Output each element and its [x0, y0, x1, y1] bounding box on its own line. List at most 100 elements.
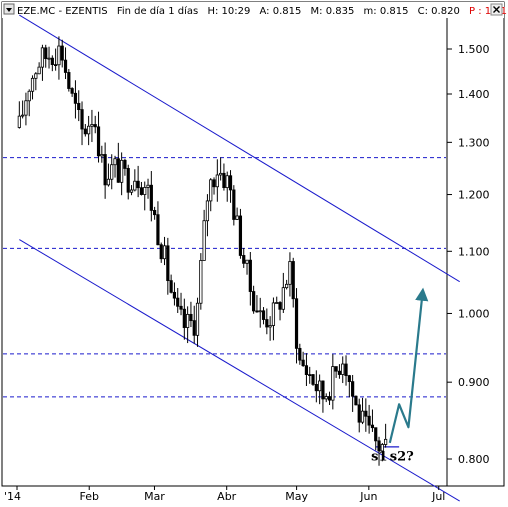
candle	[172, 282, 177, 306]
candle	[199, 253, 203, 310]
projection-arrow	[388, 287, 429, 444]
candle	[232, 185, 236, 226]
candle	[258, 297, 262, 328]
y-tick-label: 0.800	[458, 453, 490, 466]
candle	[90, 109, 94, 143]
candle	[156, 201, 160, 246]
candle	[106, 163, 111, 187]
candle	[288, 252, 292, 297]
candle	[357, 398, 361, 433]
price-pane	[1, 1, 505, 487]
y-tick-label: 1.100	[458, 245, 490, 258]
candle	[370, 409, 375, 432]
candle	[166, 237, 170, 295]
candle	[209, 178, 213, 212]
candle	[57, 36, 61, 80]
candle	[321, 380, 325, 413]
candle	[176, 287, 180, 313]
candle	[351, 374, 355, 412]
candle	[67, 68, 71, 92]
candle	[133, 169, 137, 192]
header-close: C: 0.820	[418, 6, 460, 17]
candle	[80, 101, 84, 146]
candle	[27, 89, 31, 117]
candle	[73, 80, 78, 119]
header-high: H: 10:29	[207, 6, 250, 17]
candle	[308, 366, 312, 384]
candle	[271, 297, 276, 341]
candle	[354, 395, 358, 406]
candle	[162, 236, 167, 266]
y-tick-label: 1.400	[458, 88, 490, 101]
candle	[275, 296, 279, 304]
candle	[278, 301, 282, 321]
x-tick-label: May	[285, 490, 308, 503]
candle	[324, 393, 328, 403]
candle	[110, 154, 114, 190]
candle	[334, 366, 338, 378]
candle	[281, 272, 285, 313]
candle	[261, 307, 266, 325]
header-bar	[2, 2, 504, 18]
annotation-2: s2?	[390, 450, 414, 465]
candle	[153, 206, 157, 220]
candle	[129, 185, 134, 196]
x-tick-label: Abr	[217, 490, 237, 503]
candle	[364, 398, 368, 432]
candle	[235, 207, 239, 221]
candle	[222, 163, 226, 191]
y-tick-label: 1.300	[458, 136, 490, 149]
y-tick-label: 1.000	[458, 307, 490, 320]
candle	[327, 391, 332, 405]
candle	[285, 279, 289, 290]
candle	[318, 374, 322, 405]
header-open: A: 0.815	[260, 6, 302, 17]
candle	[103, 142, 107, 199]
candle	[143, 181, 147, 211]
candle	[337, 364, 342, 379]
candle	[50, 55, 54, 72]
candle	[341, 356, 345, 384]
x-tick-label: Mar	[144, 490, 165, 503]
candle	[189, 301, 193, 328]
candle	[374, 427, 378, 451]
candle	[21, 100, 25, 119]
candle	[116, 142, 120, 183]
candle	[30, 75, 35, 100]
candle	[314, 370, 318, 403]
candle	[294, 288, 299, 364]
candle	[149, 171, 153, 222]
y-tick-label: 0.900	[458, 376, 490, 389]
candle	[113, 155, 117, 178]
x-tick-label: '14	[4, 490, 21, 503]
candle	[212, 177, 216, 195]
candle	[44, 44, 48, 68]
candle	[182, 298, 186, 340]
candle	[255, 295, 259, 313]
candle	[87, 115, 91, 146]
candle	[298, 343, 302, 365]
candle	[123, 158, 127, 176]
candle	[77, 90, 81, 122]
candle	[47, 46, 51, 69]
candle	[34, 72, 38, 91]
candle	[367, 404, 371, 434]
candle	[384, 423, 388, 448]
candle	[93, 115, 97, 134]
candle	[311, 373, 315, 386]
candle	[192, 305, 196, 344]
candle	[268, 316, 272, 341]
candle	[186, 306, 190, 344]
candle	[304, 353, 309, 386]
candle	[347, 374, 351, 398]
x-tick-label: Jun	[359, 490, 377, 503]
candle	[17, 101, 21, 129]
candle	[291, 257, 295, 308]
candle	[146, 178, 150, 199]
candle	[120, 152, 124, 196]
candle	[205, 194, 210, 237]
candle	[301, 351, 305, 367]
y-tick-label: 1.500	[458, 43, 490, 56]
candle	[228, 170, 233, 203]
